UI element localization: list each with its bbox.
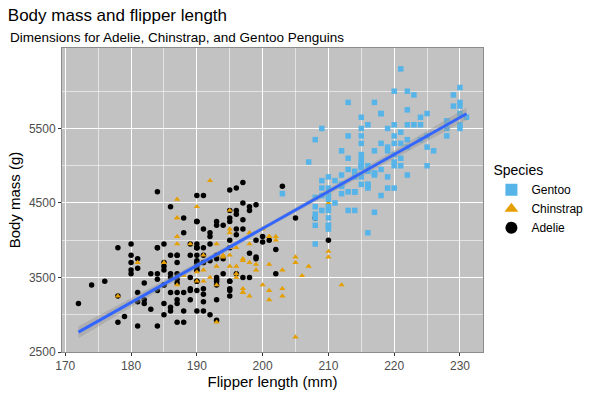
svg-text:190: 190 (187, 359, 207, 373)
svg-text:Gentoo: Gentoo (531, 183, 571, 197)
svg-text:Body mass (g): Body mass (g) (6, 152, 23, 249)
svg-text:220: 220 (384, 359, 404, 373)
svg-text:3500: 3500 (29, 271, 56, 285)
svg-text:Adelie: Adelie (531, 221, 565, 235)
svg-text:210: 210 (318, 359, 338, 373)
svg-text:200: 200 (253, 359, 273, 373)
svg-text:Flipper length (mm): Flipper length (mm) (207, 373, 337, 390)
svg-text:170: 170 (55, 359, 75, 373)
svg-text:5500: 5500 (29, 122, 56, 136)
svg-text:4500: 4500 (29, 196, 56, 210)
svg-text:Species: Species (493, 162, 543, 178)
svg-text:Dimensions for Adelie, Chinstr: Dimensions for Adelie, Chinstrap, and Ge… (10, 30, 344, 45)
svg-text:230: 230 (450, 359, 470, 373)
svg-text:Chinstrap: Chinstrap (531, 202, 583, 216)
svg-text:180: 180 (121, 359, 141, 373)
svg-text:2500: 2500 (29, 345, 56, 359)
svg-text:Body mass and flipper length: Body mass and flipper length (8, 6, 227, 25)
